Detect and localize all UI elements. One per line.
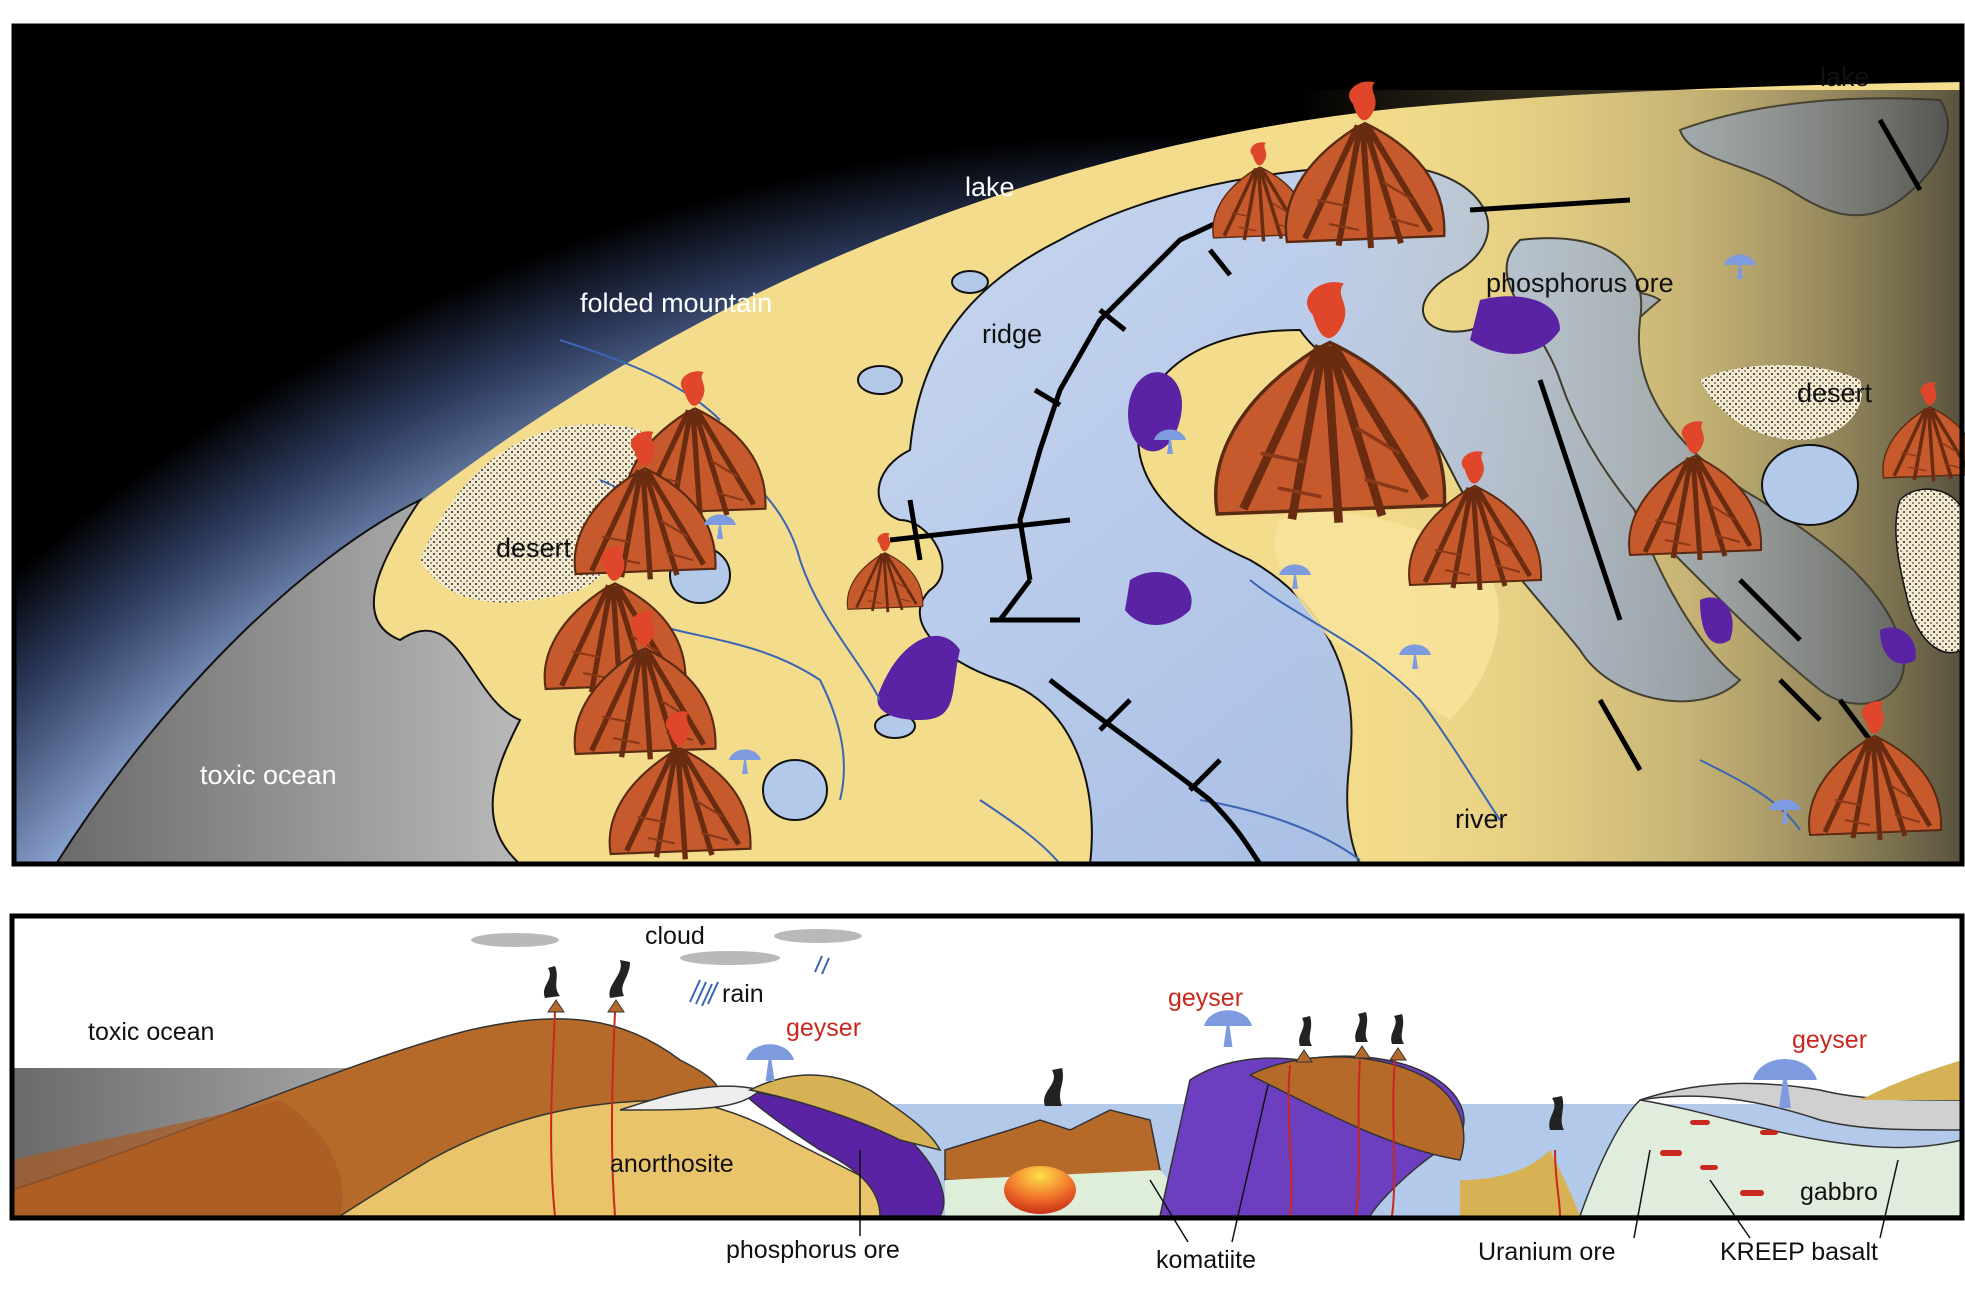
label-phosphorus-ore-section: phosphorus ore bbox=[726, 1236, 900, 1264]
label-folded-mountain: folded mountain bbox=[580, 288, 772, 318]
feeder-dykes bbox=[550, 1011, 1561, 1217]
magma-chamber bbox=[1004, 1166, 1076, 1214]
right-shoreline bbox=[1860, 1060, 1962, 1100]
gabbro-body bbox=[1578, 1099, 1963, 1217]
label-uranium-ore: Uranium ore bbox=[1478, 1238, 1616, 1266]
white-patch bbox=[1895, 488, 1963, 654]
label-anorthosite: anorthosite bbox=[610, 1150, 734, 1178]
map-border bbox=[11, 23, 1965, 867]
label-geyser-1: geyser bbox=[786, 1014, 861, 1042]
leader-lines bbox=[859, 1084, 1899, 1243]
label-toxic-ocean-map: toxic ocean bbox=[200, 760, 337, 790]
label-ridge: ridge bbox=[982, 319, 1042, 349]
smoke-plumes bbox=[543, 960, 1564, 1130]
pond bbox=[1761, 444, 1859, 526]
cross-section-border bbox=[9, 913, 1965, 1221]
desert-right bbox=[1700, 365, 1862, 440]
label-river: river bbox=[1455, 804, 1508, 834]
cross-section: cloud rain toxic ocean geyser geyser gey… bbox=[9, 913, 1965, 1274]
label-desert-left: desert bbox=[496, 533, 572, 563]
label-rain: rain bbox=[722, 980, 764, 1008]
pond bbox=[857, 365, 903, 395]
pond bbox=[762, 759, 828, 821]
map-view: lake lake folded mountain ridge phosphor… bbox=[11, 23, 1965, 867]
toxic-ocean-region bbox=[54, 497, 523, 865]
label-gabbro: gabbro bbox=[1800, 1178, 1878, 1206]
mountain-left-lower bbox=[12, 1100, 343, 1216]
label-kreep-basalt: KREEP basalt bbox=[1720, 1238, 1878, 1266]
uranium-basin bbox=[1460, 1150, 1580, 1216]
label-geyser-2: geyser bbox=[1168, 984, 1243, 1012]
rain-streaks bbox=[689, 955, 830, 1007]
label-komatiite: komatiite bbox=[1156, 1246, 1256, 1274]
clouds bbox=[471, 929, 862, 965]
ridge-axis bbox=[889, 118, 1923, 866]
pond bbox=[951, 270, 989, 294]
label-lake-left: lake bbox=[965, 172, 1015, 202]
label-geyser-3: geyser bbox=[1792, 1026, 1867, 1054]
kreep-lenses bbox=[1660, 1120, 1778, 1196]
label-toxic-ocean-section: toxic ocean bbox=[88, 1018, 214, 1046]
label-lake-right: lake bbox=[1820, 62, 1870, 92]
sediment-hill bbox=[747, 1074, 942, 1152]
vents bbox=[547, 999, 1407, 1063]
label-phosphorus-ore: phosphorus ore bbox=[1486, 268, 1674, 298]
label-cloud: cloud bbox=[645, 922, 705, 950]
label-desert-right: desert bbox=[1797, 378, 1873, 408]
